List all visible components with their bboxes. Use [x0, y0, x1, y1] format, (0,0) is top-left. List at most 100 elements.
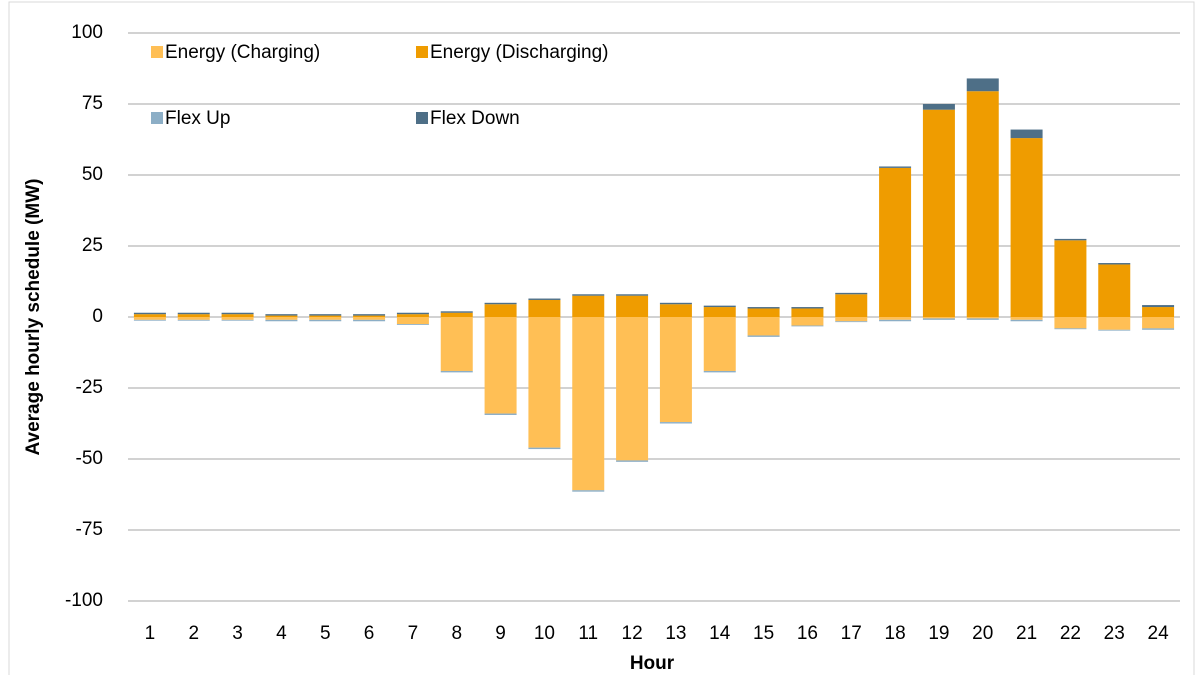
- x-tick-label: 18: [885, 623, 906, 644]
- legend-swatch: [416, 46, 428, 58]
- bar-segment: [133, 314, 166, 317]
- x-tick-label: 24: [1148, 623, 1170, 644]
- bar-segment: [396, 312, 429, 315]
- x-tick-label: 1: [145, 623, 156, 644]
- x-tick-label: 2: [188, 623, 199, 644]
- bar-segment: [835, 294, 868, 317]
- bar-segment: [922, 104, 955, 110]
- bar-segment: [835, 321, 868, 323]
- bar-segment: [966, 317, 999, 319]
- x-tick-label: 6: [364, 623, 375, 644]
- bar-segment: [309, 317, 342, 320]
- bar-segment: [747, 308, 780, 317]
- bar-segment: [440, 311, 473, 313]
- x-tick-label: 22: [1060, 623, 1081, 644]
- legend-swatch: [151, 112, 163, 124]
- bar-segment: [922, 109, 955, 318]
- bar-segment: [309, 319, 342, 322]
- x-tick-label: 7: [408, 623, 419, 644]
- bar-segment: [835, 317, 868, 322]
- bar-segment: [528, 298, 561, 300]
- bar-segment: [1142, 317, 1175, 329]
- bar-segment: [659, 422, 692, 424]
- x-tick-label: 16: [797, 623, 818, 644]
- bar-segment: [703, 370, 736, 373]
- x-tick-label: 23: [1104, 623, 1125, 644]
- bar-segment: [440, 312, 473, 317]
- bar-segment: [1098, 263, 1131, 265]
- y-tick-label: -50: [76, 448, 103, 469]
- bar-segment: [396, 324, 429, 325]
- legend-label: Flex Up: [165, 108, 230, 129]
- bar-segment: [1142, 305, 1175, 308]
- bar-segment: [966, 91, 999, 317]
- bar-segment: [133, 319, 166, 321]
- bar-segment: [1054, 238, 1087, 241]
- bar-segment: [440, 317, 473, 371]
- x-tick-label: 8: [451, 623, 462, 644]
- bar-segment: [572, 294, 605, 296]
- bar-segment: [353, 314, 386, 316]
- bar-segment: [484, 304, 517, 317]
- bar-segment: [177, 312, 210, 315]
- bar-segment: [616, 294, 649, 296]
- x-tick-label: 3: [232, 623, 243, 644]
- x-tick-label: 19: [928, 623, 949, 644]
- y-tick-label: 75: [82, 93, 103, 114]
- bar-segment: [659, 302, 692, 305]
- legend-swatch: [416, 112, 428, 124]
- bar-segment: [484, 302, 517, 305]
- y-tick-label: 0: [92, 306, 103, 327]
- bar-segment: [747, 317, 780, 336]
- bar-segment: [265, 315, 298, 317]
- bar-segment: [616, 317, 649, 461]
- bar-segment: [396, 317, 429, 325]
- bar-segment: [703, 317, 736, 371]
- bar-segment: [1098, 317, 1131, 330]
- bar-segment: [528, 447, 561, 450]
- legend-label: Flex Down: [430, 108, 520, 129]
- bar-segment: [221, 319, 254, 321]
- bar-segment: [528, 299, 561, 317]
- y-axis-label: Average hourly schedule (MW): [23, 179, 44, 456]
- legend-label: Energy (Charging): [165, 42, 320, 63]
- bar-segment: [966, 78, 999, 92]
- bar-segment: [309, 315, 342, 317]
- bar-segment: [177, 317, 210, 320]
- y-tick-label: -100: [65, 590, 103, 611]
- bar-segment: [353, 317, 386, 320]
- bar-segment: [791, 317, 824, 326]
- bar-segment: [879, 167, 912, 317]
- bar-segment: [703, 307, 736, 317]
- bar-segment: [1142, 328, 1175, 330]
- bar-segment: [1142, 307, 1175, 317]
- y-tick-label: -75: [76, 519, 103, 540]
- bar-segment: [133, 317, 166, 320]
- bar-segment: [1054, 240, 1087, 317]
- bar-segment: [265, 319, 298, 322]
- bar-segment: [703, 305, 736, 308]
- bar-segment: [879, 166, 912, 168]
- bar-segment: [659, 304, 692, 317]
- y-tick-label: 100: [71, 22, 103, 43]
- bar-segment: [1098, 264, 1131, 317]
- bar-segment: [572, 490, 605, 492]
- bar-segment: [353, 315, 386, 317]
- bar-segment: [309, 314, 342, 316]
- bar-segment: [396, 314, 429, 317]
- bar-segment: [922, 318, 955, 320]
- bar-segment: [791, 325, 824, 327]
- bar-segment: [528, 317, 561, 448]
- bar-segment: [133, 312, 166, 315]
- bar-segment: [616, 460, 649, 462]
- bar-segment: [221, 317, 254, 320]
- x-tick-label: 12: [622, 623, 643, 644]
- bar-segment: [572, 295, 605, 317]
- y-tick-label: 25: [82, 235, 103, 256]
- x-tick-label: 15: [753, 623, 774, 644]
- x-tick-label: 13: [665, 623, 686, 644]
- bar-segment: [484, 317, 517, 414]
- bar-segment: [922, 317, 955, 319]
- bar-segment: [1098, 329, 1131, 331]
